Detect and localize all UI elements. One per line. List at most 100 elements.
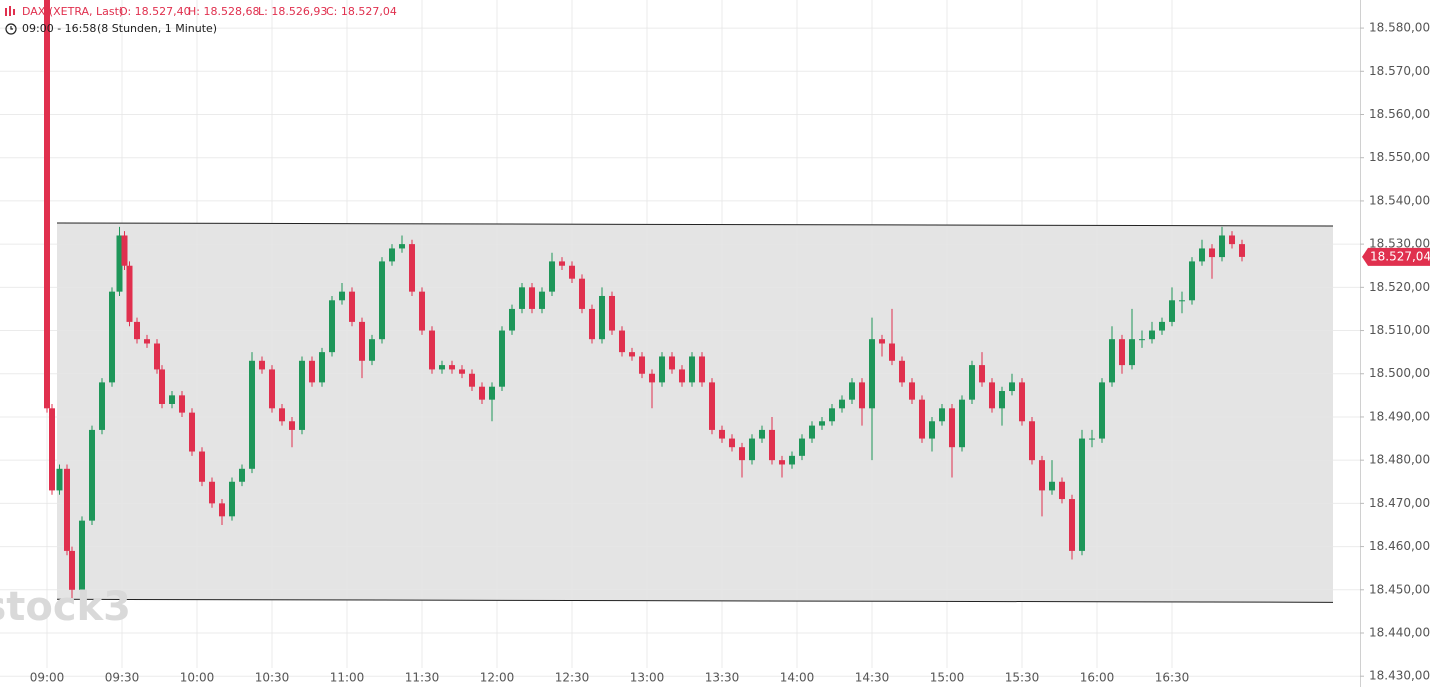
- candle-body: [679, 369, 685, 383]
- candle-body: [121, 235, 128, 266]
- candle-body: [769, 429, 775, 461]
- candle-body: [309, 360, 315, 383]
- candle-body: [79, 520, 85, 590]
- candle-body: [144, 339, 150, 344]
- candle-body: [99, 382, 105, 430]
- candle-body: [579, 278, 585, 309]
- candle-body: [229, 481, 235, 517]
- candle-body: [289, 421, 295, 430]
- y-tick-label: 18.510,00: [1369, 323, 1430, 337]
- candle-body: [126, 265, 133, 322]
- candle-body: [209, 481, 215, 504]
- candle-body: [929, 421, 935, 439]
- x-tick-label: 16:00: [1080, 671, 1115, 685]
- x-tick-label: 14:30: [855, 671, 890, 685]
- candle-body: [529, 287, 535, 309]
- candle-body: [1039, 460, 1045, 491]
- candle-body: [1239, 244, 1245, 257]
- candle-body: [1169, 300, 1175, 322]
- candle-body: [1009, 382, 1015, 392]
- candle-body: [1129, 339, 1135, 366]
- channel-upper: [56, 222, 1334, 227]
- candle-body: [279, 408, 285, 422]
- clock-icon: [10, 26, 13, 30]
- candle-body: [1089, 438, 1095, 440]
- x-tick-label: 09:30: [105, 671, 140, 685]
- high: H: 18.528,68: [188, 5, 259, 18]
- candle-body: [599, 295, 605, 340]
- x-tick-label: 13:00: [630, 671, 665, 685]
- candle-body: [619, 330, 625, 353]
- candle-body: [959, 399, 965, 448]
- candle-body: [869, 339, 875, 409]
- symbol-icon: [5, 8, 7, 16]
- candle-body: [889, 343, 895, 361]
- candle-body: [629, 352, 635, 357]
- candle-body: [1139, 339, 1145, 341]
- candle-body: [1019, 382, 1025, 422]
- candle-body: [159, 369, 165, 404]
- candle-body: [116, 235, 123, 292]
- candle-body: [299, 360, 305, 430]
- candle-body: [569, 265, 575, 279]
- candle-body: [1059, 481, 1065, 500]
- candle-body: [1099, 382, 1105, 439]
- time-range: 09:00 - 16:58: [22, 22, 96, 35]
- candle-body: [669, 356, 675, 370]
- candle-body: [839, 399, 845, 409]
- x-tick-label: 14:00: [780, 671, 815, 685]
- candle-body: [549, 261, 555, 292]
- y-tick-label: 18.460,00: [1369, 539, 1430, 553]
- candle-body: [789, 455, 795, 465]
- candle-body: [539, 291, 545, 309]
- candle-body: [879, 339, 885, 344]
- channel-area: [57, 222, 1333, 603]
- candle-body: [919, 399, 925, 439]
- y-tick-label: 18.580,00: [1369, 21, 1430, 35]
- open: O: 18.527,40: [119, 5, 191, 18]
- close: C: 18.527,04: [326, 5, 397, 18]
- candle-body: [739, 447, 745, 461]
- candle-body: [979, 365, 985, 383]
- x-tick-label: 15:30: [1005, 671, 1040, 685]
- clock-icon: [5, 23, 17, 35]
- candle-body: [699, 356, 705, 383]
- x-tick-label: 13:30: [705, 671, 740, 685]
- candle-body: [179, 395, 185, 413]
- candle-body: [559, 261, 565, 266]
- y-tick-label: 18.470,00: [1369, 496, 1430, 510]
- candle-body: [69, 550, 75, 590]
- candle-body: [379, 261, 385, 340]
- watermark: stock3: [0, 584, 131, 630]
- low: L: 18.526,93: [258, 5, 327, 18]
- candle-body: [899, 360, 905, 383]
- candle-body: [909, 382, 915, 400]
- candle-body: [439, 365, 445, 370]
- candle-body: [999, 391, 1005, 409]
- last-price-tag: [1362, 247, 1430, 266]
- x-tick-label: 09:00: [30, 671, 65, 685]
- candle-body: [389, 248, 395, 262]
- candle-body: [499, 330, 505, 387]
- candle-body: [359, 321, 365, 361]
- candle-body: [1159, 321, 1165, 331]
- candle-body: [1119, 339, 1125, 366]
- y-tick-label: 18.550,00: [1369, 150, 1430, 164]
- symbol: DAX (XETRA, Last): [22, 5, 123, 18]
- candle-body: [249, 360, 255, 469]
- candle-body: [649, 373, 655, 383]
- candle-body: [1189, 261, 1195, 301]
- candle-body: [939, 408, 945, 422]
- candle-body: [519, 287, 525, 309]
- last-price-label: 18.527,04: [1370, 249, 1431, 263]
- candle-body: [199, 451, 205, 482]
- x-tick-label: 12:30: [555, 671, 590, 685]
- header: DAX (XETRA, Last) O: 18.527,40 H: 18.528…: [5, 5, 397, 35]
- candle-body: [109, 291, 115, 383]
- y-tick-label: 18.430,00: [1369, 669, 1430, 683]
- candle-body: [949, 408, 955, 448]
- y-tick-label: 18.570,00: [1369, 64, 1430, 78]
- candle-body: [1149, 330, 1155, 340]
- plot-area: [0, 0, 1360, 677]
